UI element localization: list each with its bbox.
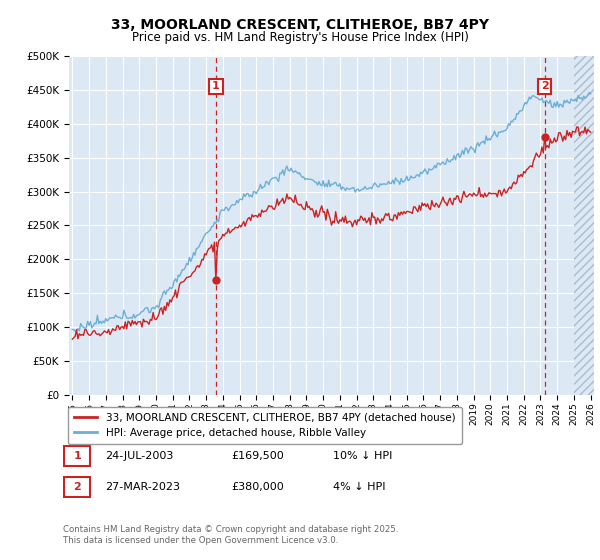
Text: 4% ↓ HPI: 4% ↓ HPI (333, 482, 386, 492)
Text: 24-JUL-2003: 24-JUL-2003 (105, 451, 173, 461)
Text: 1: 1 (74, 451, 81, 461)
Text: 2: 2 (74, 482, 81, 492)
Text: Price paid vs. HM Land Registry's House Price Index (HPI): Price paid vs. HM Land Registry's House … (131, 31, 469, 44)
Text: 33, MOORLAND CRESCENT, CLITHEROE, BB7 4PY: 33, MOORLAND CRESCENT, CLITHEROE, BB7 4P… (111, 18, 489, 32)
Text: 1: 1 (212, 82, 220, 91)
Text: £169,500: £169,500 (231, 451, 284, 461)
Legend: 33, MOORLAND CRESCENT, CLITHEROE, BB7 4PY (detached house), HPI: Average price, : 33, MOORLAND CRESCENT, CLITHEROE, BB7 4P… (68, 407, 461, 444)
Bar (574, 56, 599, 395)
Text: 2: 2 (541, 82, 548, 91)
FancyBboxPatch shape (64, 477, 91, 497)
FancyBboxPatch shape (64, 446, 91, 466)
Text: 27-MAR-2023: 27-MAR-2023 (105, 482, 180, 492)
Text: 10% ↓ HPI: 10% ↓ HPI (333, 451, 392, 461)
Text: £380,000: £380,000 (231, 482, 284, 492)
Text: Contains HM Land Registry data © Crown copyright and database right 2025.
This d: Contains HM Land Registry data © Crown c… (63, 525, 398, 545)
